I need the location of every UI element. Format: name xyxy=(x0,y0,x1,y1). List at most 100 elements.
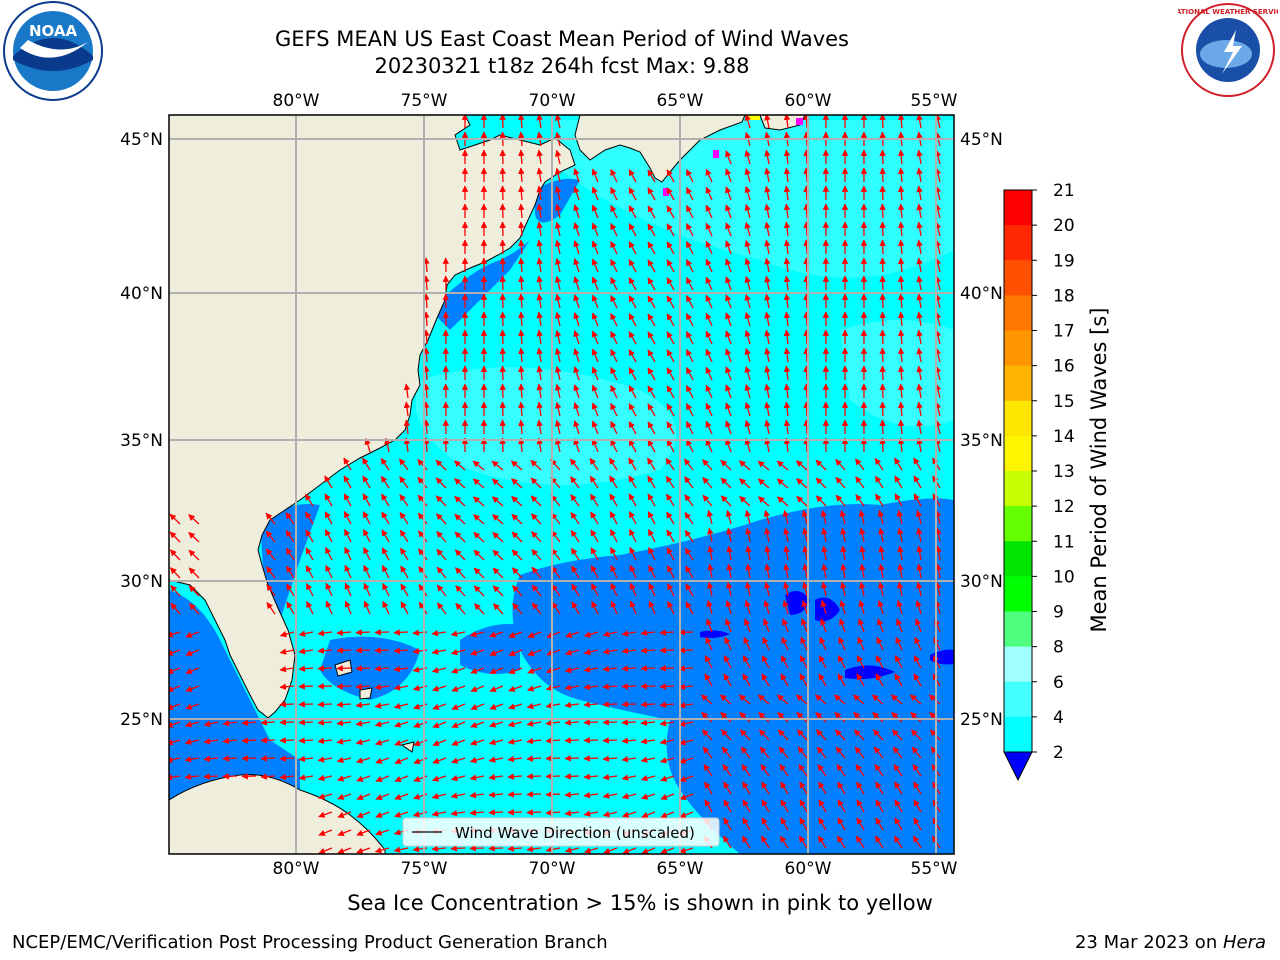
wind-wave-arrow xyxy=(536,401,543,417)
wind-wave-arrow xyxy=(705,366,713,381)
wind-wave-arrow xyxy=(571,601,580,615)
wind-wave-arrow xyxy=(879,383,886,399)
wind-wave-arrow xyxy=(589,493,599,507)
wind-wave-arrow xyxy=(169,631,181,638)
wind-wave-arrow xyxy=(324,475,333,489)
wind-wave-arrow xyxy=(776,478,789,489)
colorbar-segment xyxy=(1004,506,1032,542)
wind-wave-arrow xyxy=(573,402,580,417)
wind-wave-arrow xyxy=(472,460,485,471)
wind-wave-arrow xyxy=(518,239,525,255)
wind-wave-arrow xyxy=(911,746,922,759)
wind-wave-arrow xyxy=(526,702,542,710)
wind-wave-arrow xyxy=(879,311,886,327)
wind-wave-arrow xyxy=(609,457,618,471)
wind-wave-arrow xyxy=(796,495,808,507)
wind-wave-arrow xyxy=(489,649,504,656)
wind-wave-arrow xyxy=(417,494,428,507)
wind-wave-arrow xyxy=(916,527,923,543)
wind-wave-arrow xyxy=(783,581,790,597)
wind-wave-arrow xyxy=(705,258,713,273)
wind-wave-arrow xyxy=(894,655,903,669)
colorbar-segment xyxy=(1004,295,1032,331)
wind-wave-arrow xyxy=(759,746,770,759)
wind-wave-arrow xyxy=(641,793,656,800)
wind-wave-arrow xyxy=(757,460,770,471)
wind-wave-arrow xyxy=(436,548,447,561)
lon-label-bottom: 55°W xyxy=(911,859,958,879)
wind-wave-arrow xyxy=(279,755,295,762)
wind-wave-arrow xyxy=(815,495,827,507)
wind-wave-arrow xyxy=(531,531,542,543)
wind-wave-arrow xyxy=(647,529,656,543)
wind-wave-arrow xyxy=(783,203,791,219)
wind-wave-arrow xyxy=(897,581,904,597)
wind-wave-arrow xyxy=(854,458,865,471)
wind-wave-arrow xyxy=(473,549,485,561)
wind-wave-arrow xyxy=(685,223,694,237)
wind-wave-arrow xyxy=(666,511,675,525)
wind-wave-arrow xyxy=(628,475,637,489)
wind-wave-arrow xyxy=(783,311,791,327)
wind-wave-arrow xyxy=(761,673,770,687)
wind-wave-arrow xyxy=(526,791,542,798)
wind-wave-arrow xyxy=(916,383,923,399)
wind-wave-arrow xyxy=(705,438,713,453)
wind-wave-arrow xyxy=(610,330,618,345)
ocean-dark-region xyxy=(535,178,580,223)
wind-wave-arrow xyxy=(317,719,333,726)
wind-wave-arrow xyxy=(647,295,656,309)
wind-wave-arrow xyxy=(897,149,905,165)
wind-wave-arrow xyxy=(835,746,846,759)
wind-wave-arrow xyxy=(317,701,333,708)
wind-wave-arrow xyxy=(590,511,599,525)
wind-wave-arrow xyxy=(783,149,791,165)
footer-credit: NCEP/EMC/Verification Post Processing Pr… xyxy=(12,932,608,953)
wind-wave-arrow xyxy=(432,775,447,782)
wind-wave-arrow xyxy=(871,694,884,705)
wind-wave-arrow xyxy=(705,384,713,399)
wind-wave-arrow xyxy=(894,457,903,471)
wind-wave-arrow xyxy=(591,294,599,309)
wind-wave-arrow xyxy=(545,667,561,674)
wind-wave-arrow xyxy=(399,476,409,489)
wind-wave-arrow xyxy=(783,239,791,255)
wind-wave-arrow xyxy=(260,719,276,726)
wind-wave-arrow xyxy=(403,401,411,417)
wind-wave-arrow xyxy=(761,655,770,669)
wind-wave-arrow xyxy=(744,293,751,309)
wind-wave-arrow xyxy=(317,629,333,637)
wind-wave-arrow xyxy=(934,115,942,129)
colorbar-tick-label: 17 xyxy=(1053,322,1075,342)
wind-wave-arrow xyxy=(640,756,656,763)
wind-wave-arrow xyxy=(279,701,295,708)
wind-wave-arrow xyxy=(916,167,923,183)
wind-wave-arrow xyxy=(628,493,637,507)
wind-wave-arrow xyxy=(518,293,525,309)
wind-wave-arrow xyxy=(744,115,751,129)
wind-wave-arrow xyxy=(647,259,656,273)
wind-wave-arrow xyxy=(838,636,846,651)
wind-wave-arrow xyxy=(451,667,466,674)
wind-wave-arrow xyxy=(285,565,295,579)
wind-wave-arrow xyxy=(374,702,390,709)
wind-wave-arrow xyxy=(705,222,713,237)
wind-wave-arrow xyxy=(545,702,561,709)
wind-wave-arrow xyxy=(499,311,506,327)
wind-wave-arrow xyxy=(564,701,580,709)
wind-wave-arrow xyxy=(640,683,656,690)
wind-wave-arrow xyxy=(570,476,580,489)
lat-label-right: 40°N xyxy=(960,284,1003,304)
wind-wave-arrow xyxy=(507,791,523,798)
wind-wave-arrow xyxy=(554,401,562,417)
wind-wave-arrow xyxy=(285,529,295,543)
wind-wave-arrow xyxy=(764,185,771,201)
wind-wave-arrow xyxy=(393,629,409,636)
wind-wave-arrow xyxy=(705,420,713,435)
wind-wave-arrow xyxy=(591,204,599,219)
wind-wave-arrow xyxy=(798,763,808,777)
lon-label-top: 75°W xyxy=(401,91,448,111)
colorbar-label: Mean Period of Wind Waves [s] xyxy=(1087,308,1111,633)
wind-wave-arrow xyxy=(859,545,866,561)
footer-machine: Hera xyxy=(1222,932,1266,953)
